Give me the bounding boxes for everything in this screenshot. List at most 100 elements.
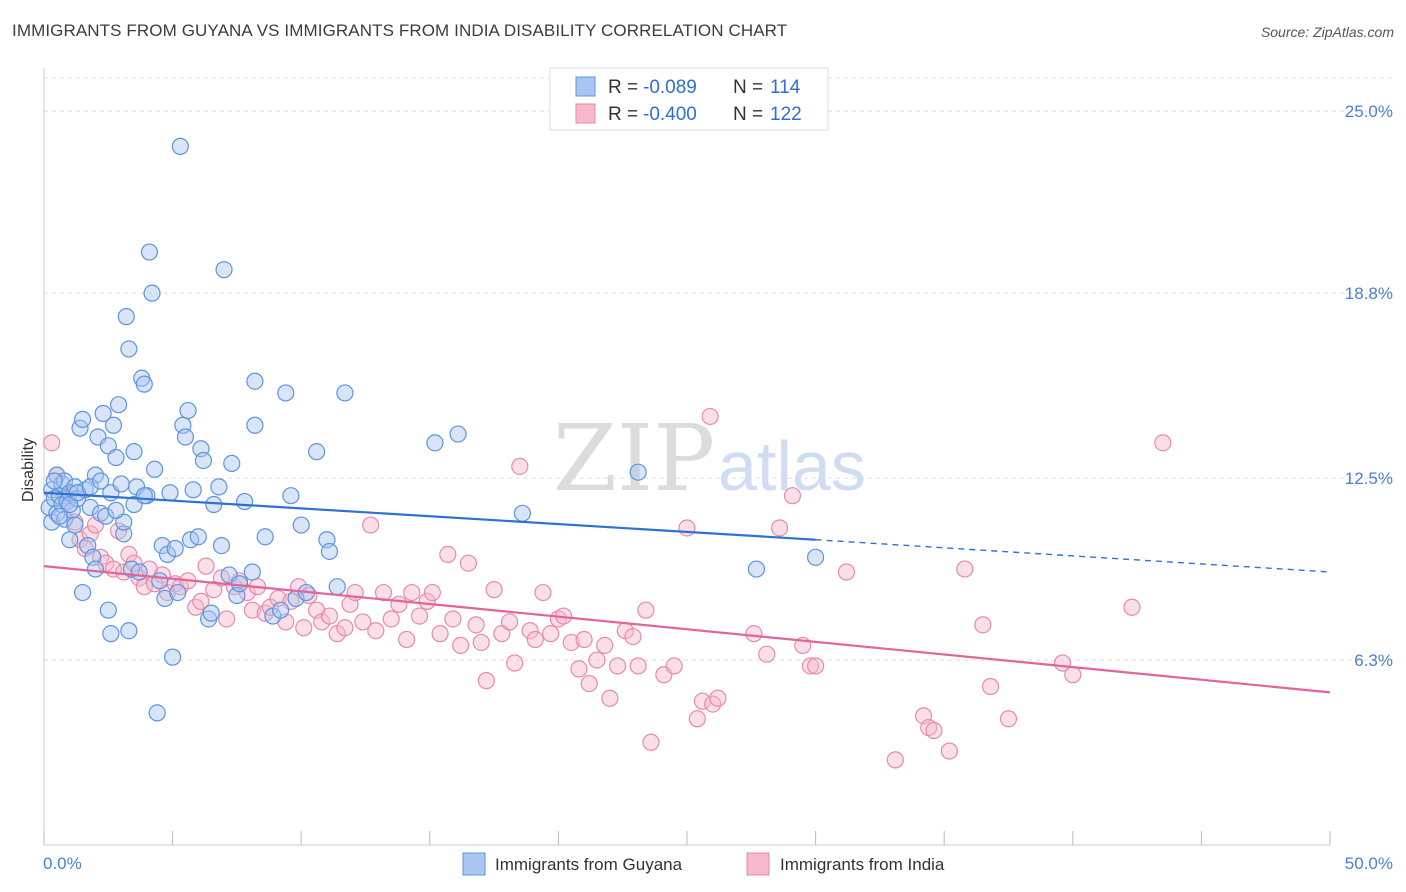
guyana-point	[277, 384, 295, 402]
guyana-point	[210, 478, 228, 496]
india-point	[608, 657, 627, 675]
guyana-point	[215, 261, 233, 279]
india-point	[642, 733, 660, 751]
y-tick-label: 6.3%	[1354, 651, 1393, 670]
guyana-point	[107, 501, 125, 519]
watermark: ZIP atlas	[553, 405, 866, 512]
y-tick-label: 18.8%	[1345, 284, 1393, 303]
guyana-point	[243, 563, 261, 581]
india-point	[688, 710, 706, 728]
india-point	[1154, 434, 1172, 452]
india-point	[665, 657, 683, 675]
guyana-point	[320, 542, 339, 561]
india-point	[542, 625, 560, 643]
guyana-point	[143, 284, 161, 302]
india-point	[745, 625, 763, 643]
guyana-point	[66, 516, 84, 534]
india-point	[410, 607, 429, 625]
guyana-point	[140, 243, 159, 261]
india-point	[837, 563, 856, 581]
guyana-point	[50, 507, 69, 525]
india-point	[1064, 666, 1082, 684]
guyana-trend-extension	[815, 539, 1331, 573]
india-point	[806, 657, 825, 675]
india-point	[467, 616, 485, 634]
guyana-point	[45, 472, 63, 490]
trend-lines	[43, 491, 1331, 694]
legend-swatch-india	[575, 103, 596, 124]
india-point	[197, 557, 215, 575]
correlation-legend: R = -0.089 N = 114 R = -0.400 N = 122	[549, 67, 829, 131]
india-point	[398, 630, 416, 649]
guyana-point	[145, 460, 164, 478]
india-point	[192, 592, 210, 610]
india-point	[336, 619, 354, 637]
india-point	[580, 674, 598, 693]
x-tick-label-min: 0.0%	[43, 854, 82, 873]
india-point	[511, 457, 529, 475]
india-point	[629, 657, 647, 675]
india-point	[575, 630, 593, 649]
guyana-point	[81, 498, 99, 517]
legend-r-label: R =	[608, 104, 638, 125]
india-point	[588, 651, 606, 669]
guyana-trend-line	[43, 491, 816, 541]
india-point	[601, 689, 619, 707]
guyana-point	[256, 528, 274, 546]
guyana-point	[112, 475, 130, 493]
india-point	[354, 613, 372, 631]
legend-swatch-guyana	[575, 76, 596, 97]
india-point	[390, 595, 408, 613]
india-point	[526, 630, 544, 649]
y-tick-label: 12.5%	[1345, 469, 1393, 488]
guyana-point	[99, 601, 117, 619]
bottom-legend-label-guyana: Immigrants from Guyana	[495, 855, 683, 874]
guyana-point	[747, 560, 766, 578]
guyana-point	[164, 648, 182, 666]
guyana-point	[328, 578, 346, 596]
watermark-zip: ZIP	[553, 405, 715, 512]
india-point	[570, 660, 588, 678]
guyana-point	[169, 583, 187, 602]
bottom-legend-label-india: Immigrants from India	[780, 855, 945, 874]
guyana-point	[336, 384, 354, 402]
india-point	[109, 522, 128, 540]
legend-box	[549, 67, 829, 131]
guyana-point	[115, 525, 133, 543]
india-point	[801, 657, 820, 675]
legend-r-label: R =	[608, 77, 638, 98]
india-point	[452, 636, 470, 654]
guyana-point	[102, 625, 120, 643]
guyana-point	[212, 536, 231, 555]
india-point	[956, 560, 974, 578]
guyana-point	[153, 536, 171, 555]
india-point	[120, 545, 138, 563]
india-point	[999, 710, 1018, 728]
guyana-point	[184, 481, 202, 499]
india-point	[477, 672, 495, 690]
india-point	[439, 545, 457, 563]
guyana-point	[61, 531, 79, 549]
series-legend: Immigrants from Guyana Immigrants from I…	[462, 852, 945, 876]
india-point	[506, 654, 524, 672]
legend-n-label: N =	[733, 77, 763, 98]
guyana-point	[292, 516, 310, 534]
guyana-point	[91, 472, 110, 490]
legend-n-value: 114	[770, 77, 801, 98]
guyana-point	[449, 425, 467, 443]
guyana-point	[125, 443, 143, 461]
guyana-point	[223, 454, 241, 473]
india-point	[521, 622, 539, 640]
guyana-point	[166, 539, 184, 558]
bottom-legend-swatch-india	[746, 852, 770, 876]
india-point	[459, 554, 477, 572]
guyana-point	[151, 572, 169, 590]
guyana-point	[86, 560, 105, 578]
tick-labels: 6.3% 12.5% 18.8% 25.0%	[1345, 102, 1393, 670]
india-point	[218, 610, 236, 628]
guyana-point	[426, 434, 444, 452]
guyana-point	[236, 492, 254, 511]
india-point	[418, 592, 436, 610]
guyana-point	[629, 463, 647, 481]
